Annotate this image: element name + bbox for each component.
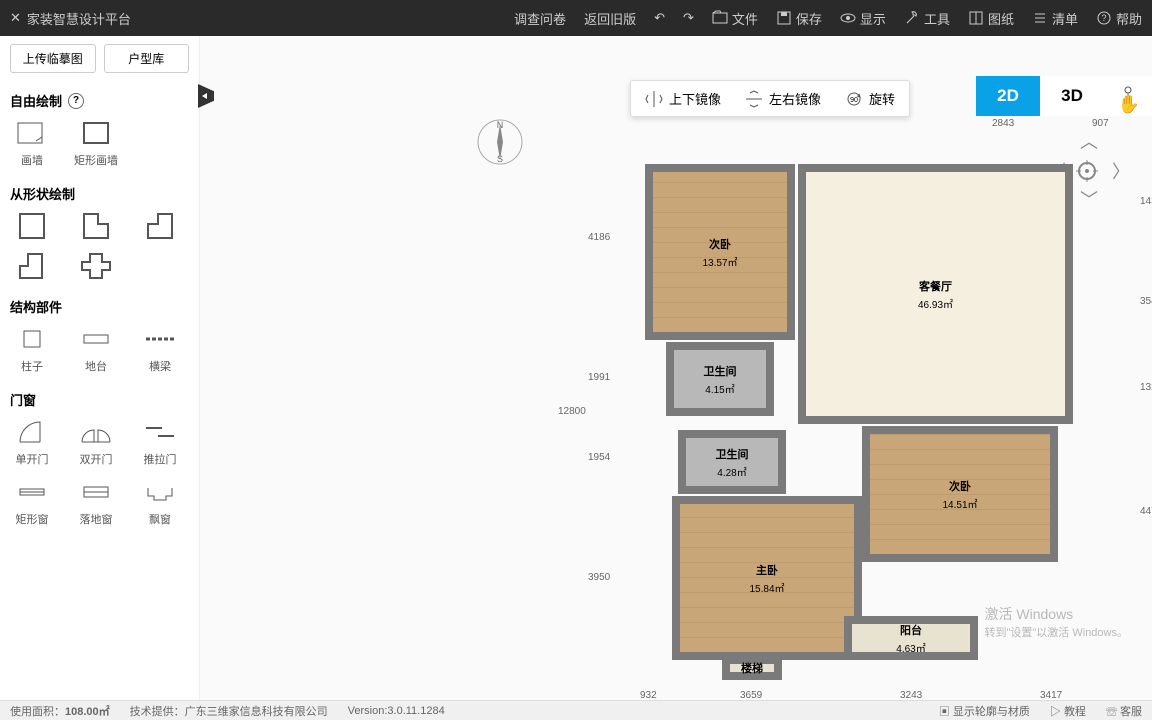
floorplan[interactable]: 次卧13.57㎡厨房4.08㎡客餐厅46.93㎡卫生间4.15㎡卫生间4.28㎡…: [550, 142, 1150, 702]
tool-column[interactable]: 柱子: [10, 324, 54, 374]
menu-drawings[interactable]: 图纸: [968, 9, 1014, 28]
menu-help[interactable]: ?帮助: [1096, 9, 1142, 28]
view-2d[interactable]: 2D: [976, 76, 1040, 116]
status-version: Version:3.0.11.1284: [348, 705, 445, 717]
tool-bay-window[interactable]: 飘窗: [138, 477, 182, 527]
undo-icon[interactable]: ↶: [654, 10, 665, 26]
dimension-label: 1434: [1140, 196, 1152, 207]
tool-platform[interactable]: 地台: [74, 324, 118, 374]
mirror-horizontal[interactable]: 左右镜像: [745, 89, 821, 108]
canvas-area[interactable]: N S 上下镜像 左右镜像 90旋转 2D 3D ✋ ︿ ﹀ 〈 〉 次卧13.…: [200, 36, 1152, 700]
shape-square[interactable]: [10, 211, 54, 241]
shape-l[interactable]: [74, 211, 118, 241]
svg-text:?: ?: [1101, 13, 1106, 23]
view-walkthrough-icon[interactable]: [1104, 76, 1152, 116]
collapse-sidebar-icon[interactable]: [198, 84, 214, 108]
dimension-label: 1991: [588, 372, 610, 383]
logo-icon: ✕: [10, 10, 21, 26]
dimension-label: 2843: [992, 118, 1014, 129]
menu-file[interactable]: 文件: [712, 9, 758, 28]
status-tech: 技术提供：广东三维家信息科技有限公司: [130, 703, 328, 719]
status-bar: 使用面积：108.00㎡ 技术提供：广东三维家信息科技有限公司 Version:…: [0, 700, 1152, 720]
svg-text:90: 90: [850, 97, 858, 104]
menu-save[interactable]: 保存: [776, 9, 822, 28]
dimension-label: 3417: [1040, 690, 1062, 701]
tool-rect-wall[interactable]: 矩形画墙: [74, 118, 118, 168]
dimension-label: 3243: [900, 690, 922, 701]
dimension-label: 12800: [558, 406, 586, 417]
help-icon[interactable]: ?: [68, 93, 84, 109]
left-sidebar: 上传临摹图 户型库 自由绘制? 画墙 矩形画墙 从形状绘制 结构部件 柱子 地台…: [0, 36, 200, 700]
menu-tools[interactable]: 工具: [904, 9, 950, 28]
status-tutorial[interactable]: ▷ 教程: [1050, 703, 1086, 719]
dimension-label: 4186: [588, 232, 610, 243]
room-次卧[interactable]: 次卧13.57㎡: [645, 164, 795, 340]
section-free-draw: 自由绘制?: [0, 83, 199, 118]
room-主卧[interactable]: 主卧15.84㎡: [672, 496, 862, 660]
floating-toolbar: 上下镜像 左右镜像 90旋转: [630, 80, 910, 117]
tool-draw-wall[interactable]: 画墙: [10, 118, 54, 168]
tool-rect-window[interactable]: 矩形窗: [10, 477, 54, 527]
menu-list[interactable]: 清单: [1032, 9, 1078, 28]
dimension-label: 4476: [1140, 506, 1152, 517]
room-客餐厅[interactable]: 客餐厅46.93㎡: [798, 164, 1073, 424]
tool-beam[interactable]: 横梁: [138, 324, 182, 374]
room-阳台[interactable]: 阳台4.63㎡: [844, 616, 978, 660]
section-structure: 结构部件: [0, 289, 199, 324]
tool-floor-window[interactable]: 落地窗: [74, 477, 118, 527]
menu-old-version[interactable]: 返回旧版: [584, 9, 636, 28]
mirror-vertical[interactable]: 上下镜像: [645, 89, 721, 108]
tab-upload-sketch[interactable]: 上传临摹图: [10, 44, 96, 73]
status-support[interactable]: ☏ 客服: [1106, 703, 1142, 719]
section-shape-draw: 从形状绘制: [0, 176, 199, 211]
menu-survey[interactable]: 调查问卷: [514, 9, 566, 28]
shape-t[interactable]: [10, 251, 54, 281]
compass-icon[interactable]: N S: [472, 114, 528, 170]
dimension-label: 3659: [740, 690, 762, 701]
room-卫生间[interactable]: 卫生间4.28㎡: [678, 430, 786, 494]
tool-single-door[interactable]: 单开门: [10, 417, 54, 467]
room-卫生间[interactable]: 卫生间4.15㎡: [666, 342, 774, 416]
room-楼梯[interactable]: 楼梯: [722, 656, 782, 680]
view-3d[interactable]: 3D: [1040, 76, 1104, 116]
shape-l2[interactable]: [138, 211, 182, 241]
redo-icon[interactable]: ↷: [683, 10, 694, 26]
menu-display[interactable]: 显示: [840, 9, 886, 28]
status-outline-toggle[interactable]: ▣ 显示轮廓与材质: [939, 703, 1030, 719]
top-menu-bar: ✕ 家装智慧设计平台 调查问卷 返回旧版 ↶ ↷ 文件 保存 显示 工具 图纸 …: [0, 0, 1152, 36]
dimension-label: 932: [640, 690, 657, 701]
tool-sliding-door[interactable]: 推拉门: [138, 417, 182, 467]
shape-cross[interactable]: [74, 251, 118, 281]
dimension-label: 3950: [588, 572, 610, 583]
dimension-label: 1954: [588, 452, 610, 463]
tool-double-door[interactable]: 双开门: [74, 417, 118, 467]
section-doors-windows: 门窗: [0, 382, 199, 417]
app-title: 家装智慧设计平台: [27, 9, 131, 28]
dimension-label: 1320: [1140, 382, 1152, 393]
tab-floorplan-lib[interactable]: 户型库: [104, 44, 190, 73]
dimension-label: 3542: [1140, 296, 1152, 307]
view-mode-switch: 2D 3D: [976, 76, 1152, 116]
room-次卧[interactable]: 次卧14.51㎡: [862, 426, 1058, 562]
dimension-label: 907: [1092, 118, 1109, 129]
rotate[interactable]: 90旋转: [845, 89, 895, 108]
status-area: 使用面积：108.00㎡: [10, 703, 110, 719]
